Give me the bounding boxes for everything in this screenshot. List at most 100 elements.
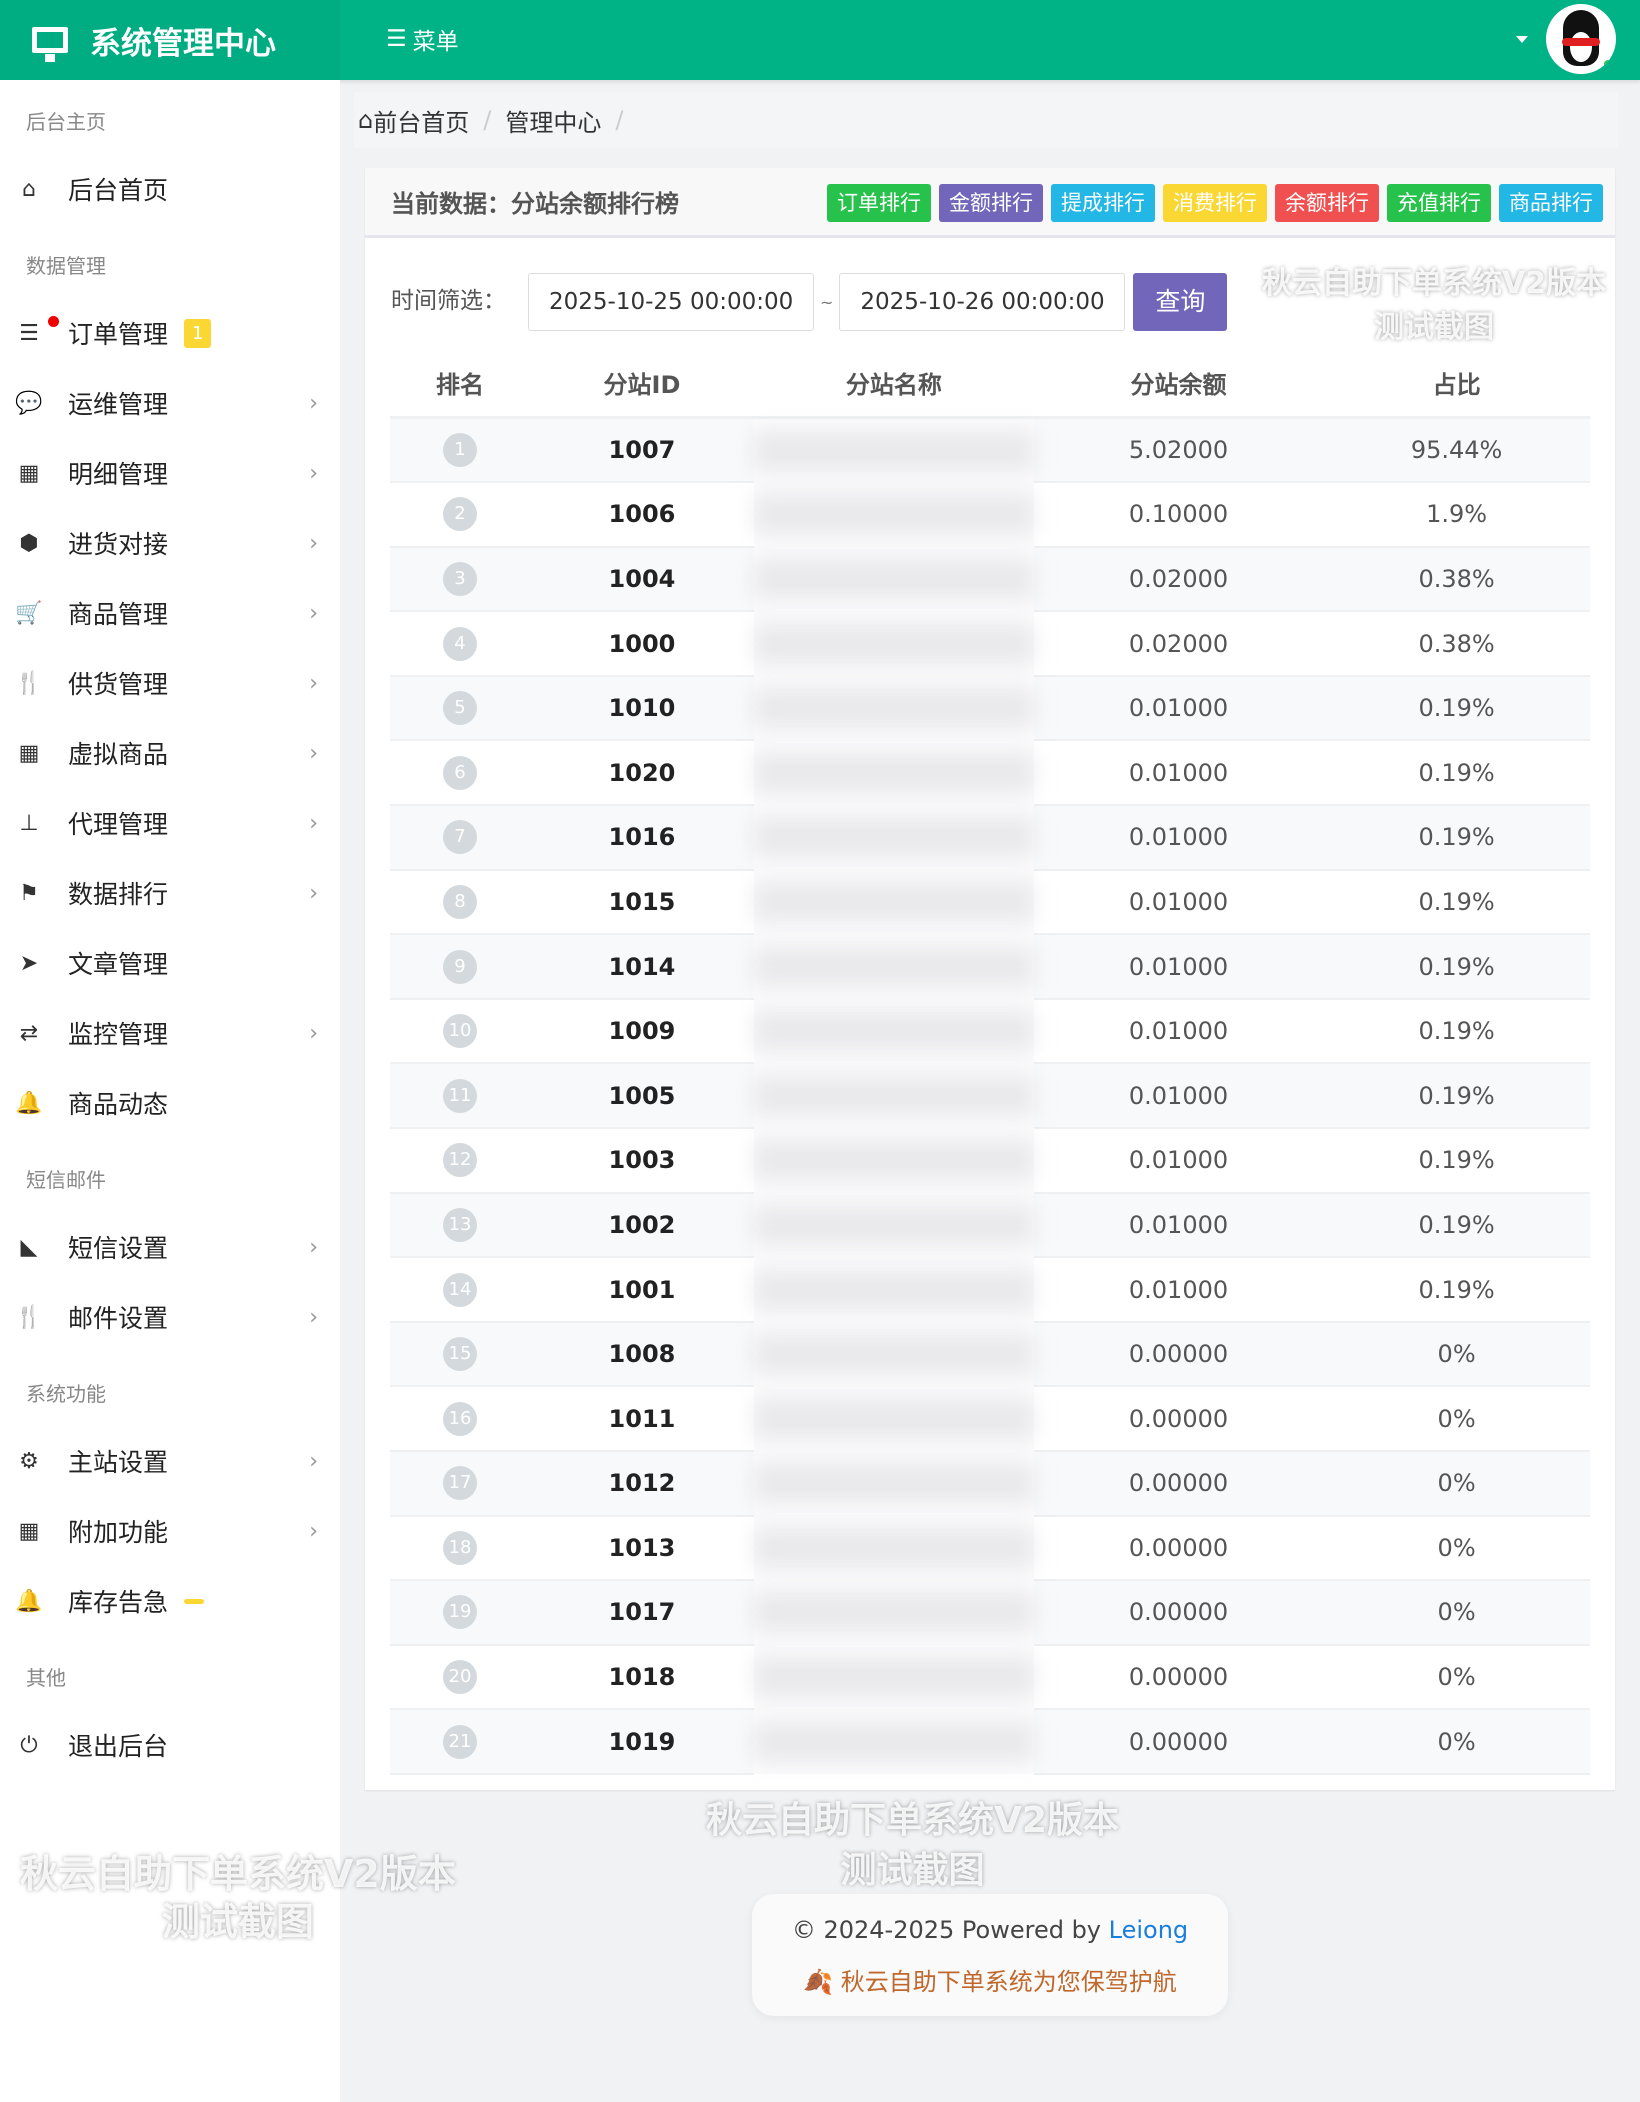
rank-cell: 14 [390,1257,530,1323]
sidebar-item[interactable]: ⚙ 主站设置 › [0,1426,340,1496]
chevron-right-icon: › [309,600,318,626]
query-button[interactable]: 查询 [1133,273,1228,331]
rank-cell: 8 [390,869,530,936]
breadcrumb-home[interactable]: 前台首页 [373,108,470,137]
ranking-panel: 当前数据：分站余额排行榜 订单排行 金额排行 提成排行 消费排行 余额排行 充值排行 商品排… [365,168,1615,1790]
balance-cell: 0.10000 [1033,482,1324,548]
ranking-button[interactable]: 提成排行 [1051,184,1155,222]
share-cell: 95.44% [1323,417,1590,484]
sidebar-item[interactable]: ⚑ 数据排行 › [0,858,340,928]
rank-cell: 19 [390,1580,530,1646]
share-cell: 0.38% [1323,546,1590,613]
brand[interactable]: 系统管理中心 [0,0,340,80]
bell-icon: 🔔 [15,1090,43,1116]
station-id-cell: 1009 [529,998,754,1065]
sitemap-icon: ⊥ [19,810,39,836]
comments-icon: 💬 [15,390,43,416]
panel-title: 当前数据：分站余额排行榜 [391,190,679,218]
rank-badge: 17 [442,1466,478,1501]
table-row: 11 1005 0.01000 0.19% [390,1063,1590,1130]
balance-cell: 0.01000 [1033,1192,1324,1259]
balance-cell: 0.01000 [1033,934,1324,1000]
sidebar-item[interactable]: ➤ 文章管理 [0,928,340,998]
table-row: 10 1009 0.01000 0.19% [390,998,1590,1065]
station-name-cell-blurred [753,675,1034,741]
sidebar-item-label: 附加功能 [68,1518,169,1547]
sidebar-item-label: 监控管理 [68,1020,169,1049]
chevron-right-icon: › [309,1234,318,1260]
sidebar-item[interactable]: ◣ 短信设置 › [0,1212,340,1282]
sidebar-item-label: 供货管理 [68,670,169,699]
ranking-button[interactable]: 余额排行 [1275,184,1379,222]
breadcrumb: ⌂ 前台首页 / 管理中心 / [354,92,1618,148]
sidebar: 后台主页 ⌂ 后台首页 数据管理 ☰ 订单管理 1 💬 运维管理 › ▦ 明细管理 › ⬢ 进货对接 › 🛒 商品… [0,80,340,2102]
balance-cell: 0.00000 [1033,1515,1324,1582]
station-name-cell-blurred [753,998,1034,1064]
list-icon: ☰ [19,320,39,346]
sidebar-item-label: 虚拟商品 [68,740,169,769]
share-cell: 0.38% [1323,611,1590,677]
station-name-cell-blurred [753,869,1034,935]
sidebar-item[interactable]: 🔔 库存告急 [0,1566,340,1636]
bell-icon: 🔔 [15,1588,43,1614]
chevron-down-icon[interactable] [1516,36,1528,43]
rank-cell: 20 [390,1644,530,1711]
slogan-text: 秋云自助下单系统为您保驾护航 [840,1968,1177,1996]
sidebar-item[interactable]: 🍴 供货管理 › [0,648,340,718]
rank-cell: 11 [390,1063,530,1130]
ranking-button[interactable]: 订单排行 [827,184,931,222]
end-time-input[interactable]: 2025-10-26 00:00:00 [839,273,1126,331]
ranking-button[interactable]: 金额排行 [939,184,1043,222]
rank-cell: 6 [390,740,530,807]
flag-icon: ⚑ [19,880,39,906]
sidebar-item[interactable]: 🔔 商品动态 [0,1068,340,1138]
breadcrumb-admin[interactable]: 管理中心 [505,108,602,137]
monitor-icon [32,27,68,62]
avatar[interactable] [1546,4,1616,74]
menu-toggle-button[interactable]: ☰ 菜单 [386,22,459,56]
sidebar-item[interactable]: ⇄ 监控管理 › [0,998,340,1068]
sidebar-item[interactable]: ⌂ 后台首页 [0,154,340,224]
sidebar-section-label: 短信邮件 [26,1168,106,1192]
sidebar-section-label: 系统功能 [26,1382,106,1406]
sidebar-item-label: 订单管理 [68,320,169,349]
sidebar-item[interactable]: ▦ 虚拟商品 › [0,718,340,788]
rank-badge: 21 [442,1724,478,1759]
station-id-cell: 1016 [529,805,754,871]
station-id-cell: 1004 [529,546,754,613]
ranking-button[interactable]: 充值排行 [1387,184,1491,222]
rank-cell: 18 [390,1515,530,1582]
author-link[interactable]: Leiong [1108,1916,1189,1944]
share-cell: 0.19% [1323,1192,1590,1259]
rank-badge: 14 [442,1272,478,1307]
balance-cell: 0.01000 [1033,675,1324,742]
notification-dot [48,316,59,327]
sidebar-item[interactable]: ▦ 附加功能 › [0,1496,340,1566]
rank-cell: 9 [390,934,530,1000]
rank-badge: 12 [442,1143,478,1178]
sidebar-item[interactable]: 🍴 邮件设置 › [0,1282,340,1352]
sidebar-item[interactable]: ⬢ 进货对接 › [0,508,340,578]
column-header: 排名 [390,365,530,419]
chevron-right-icon: › [309,530,318,556]
start-time-input[interactable]: 2025-10-25 00:00:00 [528,273,814,331]
ranking-button[interactable]: 商品排行 [1499,184,1603,222]
balance-cell: 0.00000 [1033,1451,1324,1517]
ranking-button[interactable]: 消费排行 [1163,184,1267,222]
range-separator: ~ [820,292,834,312]
sidebar-item[interactable]: ☰ 订单管理 1 [0,298,340,368]
station-id-cell: 1003 [529,1128,754,1194]
table-row: 21 1019 0.00000 0% [390,1709,1590,1775]
sidebar-item[interactable]: ⊥ 代理管理 › [0,788,340,858]
station-id-cell: 1001 [529,1257,754,1323]
sidebar-item[interactable]: 💬 运维管理 › [0,368,340,438]
home-icon: ⌂ [358,106,374,134]
balance-cell: 0.00000 [1033,1580,1324,1646]
brand-title: 系统管理中心 [90,25,276,62]
sidebar-item[interactable]: ⏻ 退出后台 [0,1710,340,1780]
station-id-cell: 1013 [529,1515,754,1582]
sidebar-item[interactable]: 🛒 商品管理 › [0,578,340,648]
sidebar-item[interactable]: ▦ 明细管理 › [0,438,340,508]
station-name-cell-blurred [753,546,1034,612]
top-bar: 系统管理中心 ☰ 菜单 [0,0,1640,80]
